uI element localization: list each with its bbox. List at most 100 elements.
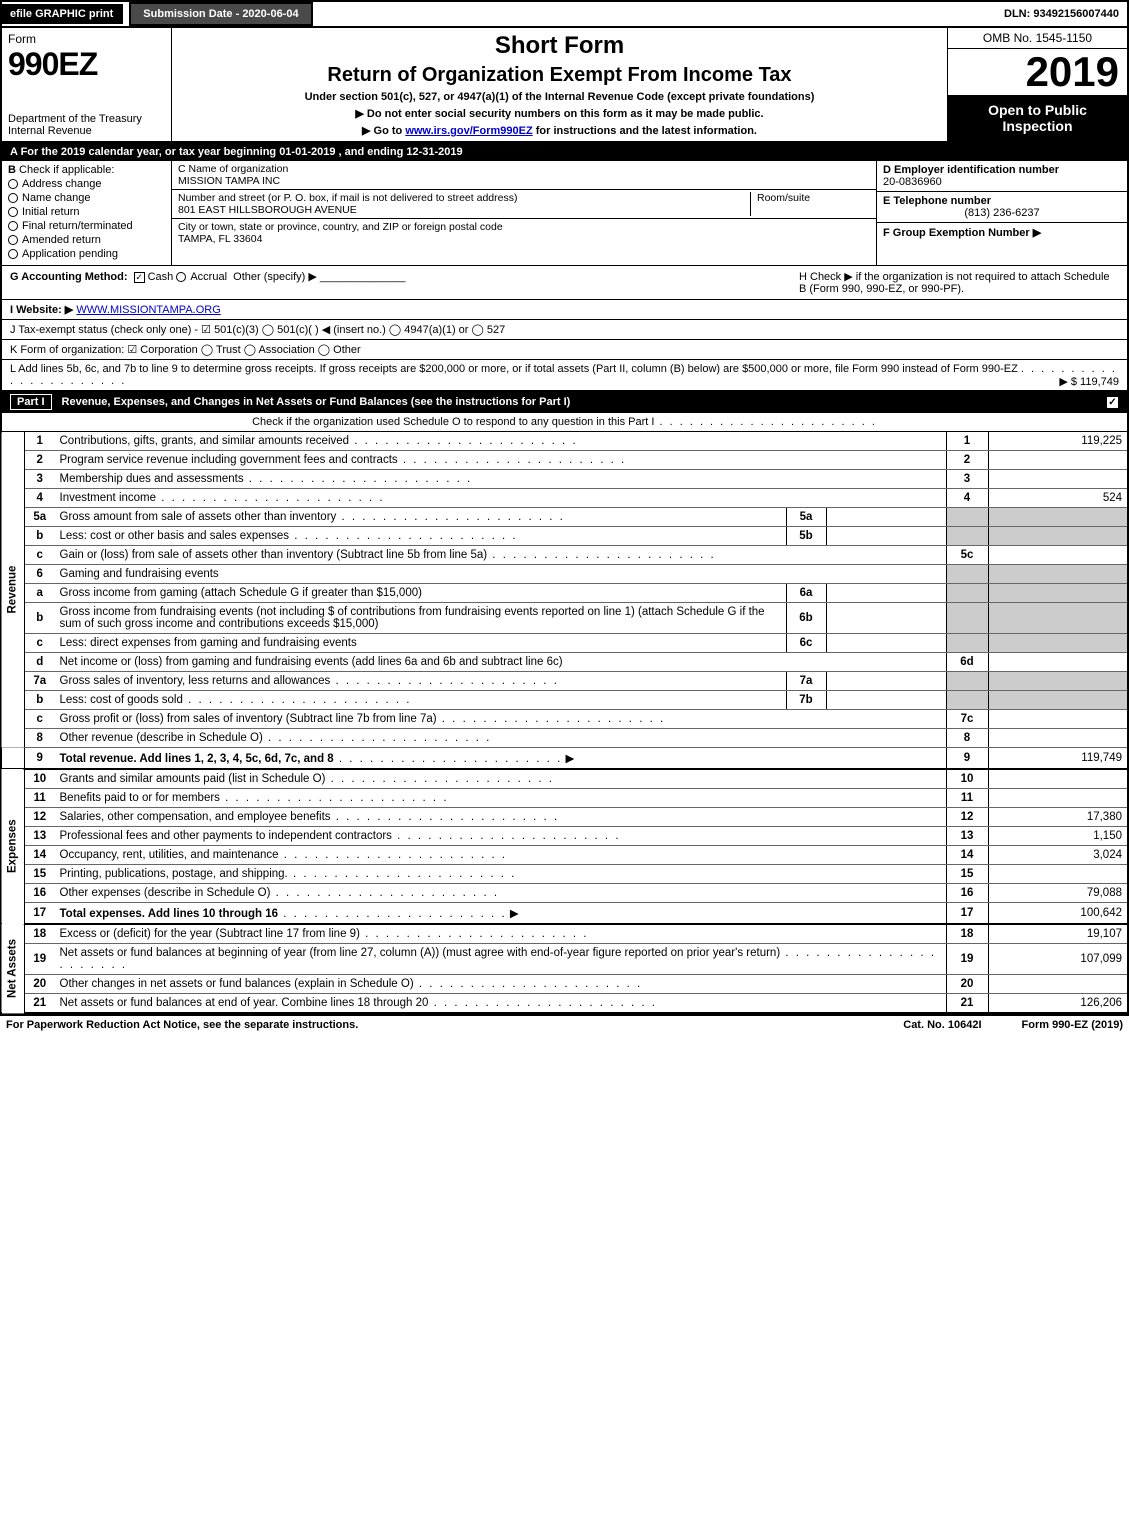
form-number: 990EZ xyxy=(8,46,165,83)
line-desc: Gross income from gaming (attach Schedul… xyxy=(55,584,787,603)
line-num: 15 xyxy=(946,865,988,884)
line-num: 12 xyxy=(946,808,988,827)
dots xyxy=(428,997,657,1009)
under-section: Under section 501(c), 527, or 4947(a)(1)… xyxy=(182,91,937,103)
row-k-organization: K Form of organization: ☑ Corporation ◯ … xyxy=(0,340,1129,360)
tax-year: 2019 xyxy=(948,49,1127,96)
section-b: B Check if applicable: Address change Na… xyxy=(2,161,172,265)
dots xyxy=(392,830,621,842)
room-suite-label: Room/suite xyxy=(750,192,870,216)
line-6: 6 Gaming and fundraising events xyxy=(1,565,1128,584)
h-check: H Check ▶ if the organization is not req… xyxy=(799,270,1119,295)
dots xyxy=(244,473,473,485)
section-def: D Employer identification number 20-0836… xyxy=(877,161,1127,265)
dots xyxy=(487,549,716,561)
final-return-radio[interactable] xyxy=(8,221,18,231)
line-3: 3 Membership dues and assessments 3 xyxy=(1,470,1128,489)
application-pending-radio[interactable] xyxy=(8,249,18,259)
line-desc: Salaries, other compensation, and employ… xyxy=(60,811,331,823)
line-desc: Net assets or fund balances at beginning… xyxy=(60,947,781,959)
dots xyxy=(325,773,554,785)
section-c: C Name of organization MISSION TAMPA INC… xyxy=(172,161,877,265)
expenses-side-label: Expenses xyxy=(1,769,25,924)
line-num: 16 xyxy=(946,884,988,903)
line-no: 18 xyxy=(25,924,55,944)
efile-print-button[interactable]: efile GRAPHIC print xyxy=(2,4,123,24)
line-amount: 19,107 xyxy=(988,924,1128,944)
line-desc: Other expenses (describe in Schedule O) xyxy=(60,887,271,899)
revenue-side-label: Revenue xyxy=(1,432,25,748)
sub-label: 6a xyxy=(786,584,826,603)
line-num: 18 xyxy=(946,924,988,944)
cash-checkbox[interactable] xyxy=(134,272,145,283)
sub-label: 7b xyxy=(786,691,826,710)
line-no: 4 xyxy=(25,489,55,508)
grey-cell xyxy=(946,565,988,584)
line-9: 9 Total revenue. Add lines 1, 2, 3, 4, 5… xyxy=(1,748,1128,770)
line-no: 12 xyxy=(25,808,55,827)
line-num: 11 xyxy=(946,789,988,808)
dots xyxy=(654,416,876,428)
line-20: 20 Other changes in net assets or fund b… xyxy=(1,975,1128,994)
line-num: 9 xyxy=(946,748,988,770)
line-no: 1 xyxy=(25,432,55,451)
line-6a: a Gross income from gaming (attach Sched… xyxy=(1,584,1128,603)
line-amount xyxy=(988,653,1128,672)
part1-header: Part I Revenue, Expenses, and Changes in… xyxy=(0,391,1129,413)
line-desc: Gaming and fundraising events xyxy=(55,565,947,584)
l-text: L Add lines 5b, 6c, and 7b to line 9 to … xyxy=(10,363,1018,375)
page-footer: For Paperwork Reduction Act Notice, see … xyxy=(0,1014,1129,1034)
line-no: a xyxy=(25,584,55,603)
row-j-tax-exempt: J Tax-exempt status (check only one) - ☑… xyxy=(0,320,1129,340)
dots xyxy=(398,454,627,466)
form-label: Form xyxy=(8,32,165,46)
website-link[interactable]: WWW.MISSIONTAMPA.ORG xyxy=(76,304,220,316)
info-block: B Check if applicable: Address change Na… xyxy=(0,161,1129,266)
line-5c: c Gain or (loss) from sale of assets oth… xyxy=(1,546,1128,565)
address-change-radio[interactable] xyxy=(8,179,18,189)
line-desc: Gross sales of inventory, less returns a… xyxy=(60,675,331,687)
line-6d: d Net income or (loss) from gaming and f… xyxy=(1,653,1128,672)
g-label: G Accounting Method: xyxy=(10,271,128,283)
line-amount xyxy=(988,975,1128,994)
part1-sub-text: Check if the organization used Schedule … xyxy=(252,416,654,428)
line-5b: b Less: cost or other basis and sales ex… xyxy=(1,527,1128,546)
schedule-o-checkbox[interactable]: ✓ xyxy=(1106,396,1119,409)
omb-number: OMB No. 1545-1150 xyxy=(948,28,1127,49)
line-num: 14 xyxy=(946,846,988,865)
line-amount xyxy=(988,451,1128,470)
footer-left: For Paperwork Reduction Act Notice, see … xyxy=(6,1019,863,1031)
grey-cell xyxy=(988,691,1128,710)
line-desc: Investment income xyxy=(60,492,157,504)
line-13: 13 Professional fees and other payments … xyxy=(1,827,1128,846)
goto-pre: ▶ Go to xyxy=(362,125,405,137)
grey-cell xyxy=(988,508,1128,527)
grey-cell xyxy=(988,565,1128,584)
amended-return-label: Amended return xyxy=(22,234,101,246)
line-amount xyxy=(988,865,1128,884)
line-no: 20 xyxy=(25,975,55,994)
line-10: Expenses 10 Grants and similar amounts p… xyxy=(1,769,1128,789)
line-11: 11 Benefits paid to or for members 11 xyxy=(1,789,1128,808)
irs-link[interactable]: www.irs.gov/Form990EZ xyxy=(405,125,532,137)
amended-return-radio[interactable] xyxy=(8,235,18,245)
ssn-notice: ▶ Do not enter social security numbers o… xyxy=(182,107,937,120)
line-no: c xyxy=(25,546,55,565)
grey-cell xyxy=(946,634,988,653)
dots xyxy=(331,811,560,823)
line-desc: Contributions, gifts, grants, and simila… xyxy=(60,435,350,447)
accrual-radio[interactable] xyxy=(176,272,186,282)
grey-cell xyxy=(946,527,988,546)
line-no: 8 xyxy=(25,729,55,748)
initial-return-radio[interactable] xyxy=(8,207,18,217)
line-num: 2 xyxy=(946,451,988,470)
top-bar: efile GRAPHIC print Submission Date - 20… xyxy=(0,0,1129,28)
line-7c: c Gross profit or (loss) from sales of i… xyxy=(1,710,1128,729)
name-change-radio[interactable] xyxy=(8,193,18,203)
grey-cell xyxy=(946,603,988,634)
line-no: 11 xyxy=(25,789,55,808)
line-no: 17 xyxy=(25,903,55,925)
line-17: 17 Total expenses. Add lines 10 through … xyxy=(1,903,1128,925)
line-no: b xyxy=(25,527,55,546)
other-specify-label: Other (specify) ▶ xyxy=(233,271,317,283)
